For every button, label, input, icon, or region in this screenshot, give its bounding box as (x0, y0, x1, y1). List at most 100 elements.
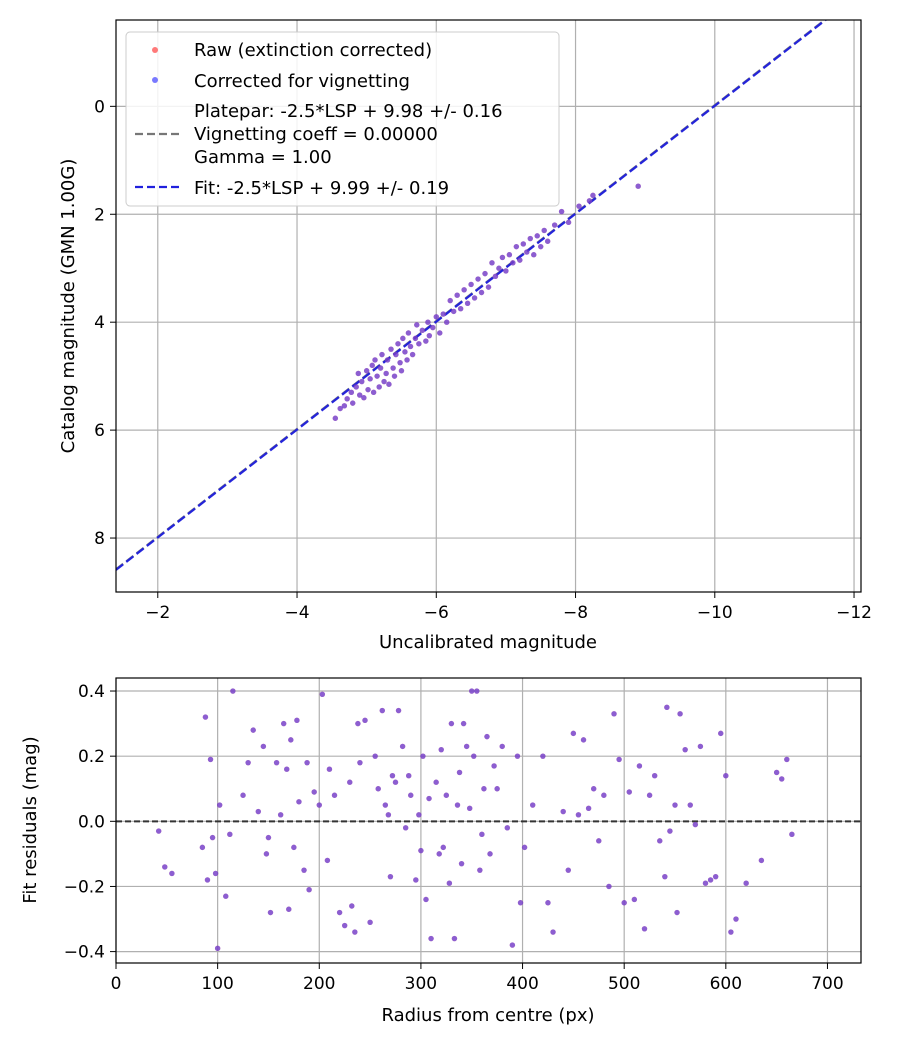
data-point-corrected (636, 763, 643, 769)
data-point-corrected (558, 208, 565, 215)
data-point-corrected (390, 365, 396, 371)
data-point-corrected (405, 330, 412, 336)
legend-label-corrected: Corrected for vignetting (194, 71, 410, 92)
data-point-corrected (635, 183, 641, 189)
y-tick-label: 8 (94, 529, 105, 549)
data-point-corrected (350, 400, 356, 406)
y-tick-label: 4 (94, 313, 105, 333)
data-point-corrected (406, 773, 412, 779)
data-point-corrected (479, 831, 485, 838)
data-point-corrected (460, 720, 467, 727)
data-point-corrected (349, 903, 355, 909)
data-point-corrected (662, 873, 668, 880)
data-point-corrected (363, 368, 370, 374)
top-x-ticks: −2 −4 −6 −8 −10 −12 (145, 592, 872, 623)
bottom-x-ticks: 0 100 200 300 400 500 600 700 (111, 963, 844, 994)
x-tick-label: −12 (836, 603, 872, 623)
data-point-corrected (365, 386, 371, 393)
data-point-corrected (207, 756, 214, 763)
data-point-corrected (440, 311, 446, 317)
data-point-corrected (758, 857, 765, 864)
data-point-corrected (664, 704, 670, 711)
data-point-corrected (341, 403, 348, 409)
data-point-corrected (204, 877, 211, 883)
data-point-corrected (370, 389, 377, 396)
data-point-corrected (281, 720, 287, 727)
data-point-corrected (469, 688, 475, 694)
data-point-corrected (544, 238, 551, 244)
data-point-corrected (437, 330, 443, 336)
data-point-corrected (491, 763, 497, 769)
data-point-corrected (443, 792, 450, 798)
data-point-corrected (372, 357, 378, 363)
data-point-corrected (352, 929, 358, 935)
data-point-corrected (631, 896, 638, 903)
data-point-corrected (428, 935, 434, 942)
data-point-corrected (376, 384, 382, 390)
data-point-corrected (585, 805, 592, 811)
data-point-corrected (499, 254, 506, 261)
data-point-corrected (712, 873, 719, 880)
data-point-corrected (273, 759, 280, 766)
data-point-corrected (586, 198, 593, 204)
top-legend: Raw (extinction corrected) Corrected for… (125, 31, 560, 207)
legend-label-raw: Raw (extinction corrected) (194, 40, 432, 61)
data-point-corrected (723, 773, 729, 779)
data-point-corrected (651, 773, 658, 779)
bottom-grid (115, 678, 861, 963)
data-point-corrected (454, 292, 460, 298)
data-point-corrected (353, 384, 359, 390)
y-tick-label: 0 (94, 97, 105, 117)
data-point-corrected (359, 378, 365, 385)
data-point-corrected (514, 753, 521, 759)
data-point-corrected (626, 789, 632, 795)
data-point-corrected (565, 219, 572, 226)
data-point-corrected (423, 896, 429, 903)
data-point-corrected (240, 792, 246, 798)
data-point-corrected (621, 900, 627, 906)
data-point-corrected (357, 759, 363, 766)
data-point-corrected (499, 743, 505, 750)
data-point-corrected (311, 789, 317, 795)
x-tick-label: 700 (811, 974, 843, 994)
data-point-corrected (223, 893, 229, 899)
x-tick-label: −4 (284, 603, 309, 623)
data-point-corrected (475, 276, 481, 282)
data-point-corrected (255, 808, 261, 815)
data-point-corrected (212, 870, 219, 877)
data-point-corrected (324, 857, 331, 864)
data-point-corrected (361, 395, 367, 401)
data-point-corrected (355, 370, 361, 377)
data-point-corrected (494, 786, 500, 792)
data-point-corrected (503, 268, 509, 274)
data-point-corrected (284, 766, 290, 772)
data-point-corrected (426, 332, 433, 339)
data-point-corrected (718, 730, 724, 737)
data-point-corrected (291, 844, 297, 851)
data-point-corrected (687, 802, 693, 808)
data-point-corrected (265, 834, 272, 841)
legend-label-platepar-line2: Vignetting coeff = 0.00000 (194, 124, 438, 145)
data-point-corrected (789, 831, 795, 838)
data-point-corrected (667, 828, 673, 834)
data-point-corrected (425, 319, 431, 325)
data-point-corrected (496, 265, 502, 271)
y-tick-label: 0.0 (78, 812, 105, 832)
x-tick-label: −8 (563, 603, 588, 623)
data-point-corrected (438, 746, 444, 753)
data-point-corrected (337, 405, 343, 412)
data-point-corrected (485, 284, 492, 290)
y-tick-label: 0.2 (78, 747, 105, 767)
data-point-corrected (391, 373, 398, 379)
data-point-corrected (304, 759, 310, 766)
y-tick-label: 6 (94, 421, 105, 441)
data-point-corrected (294, 717, 300, 724)
data-point-corrected (169, 870, 175, 877)
x-tick-label: −10 (697, 603, 733, 623)
data-point-corrected (382, 802, 389, 808)
data-point-corrected (433, 314, 439, 320)
data-point-corrected (448, 720, 455, 727)
data-point-corrected (296, 799, 302, 805)
data-point-corrected (416, 812, 422, 818)
legend-marker-raw (152, 47, 158, 53)
